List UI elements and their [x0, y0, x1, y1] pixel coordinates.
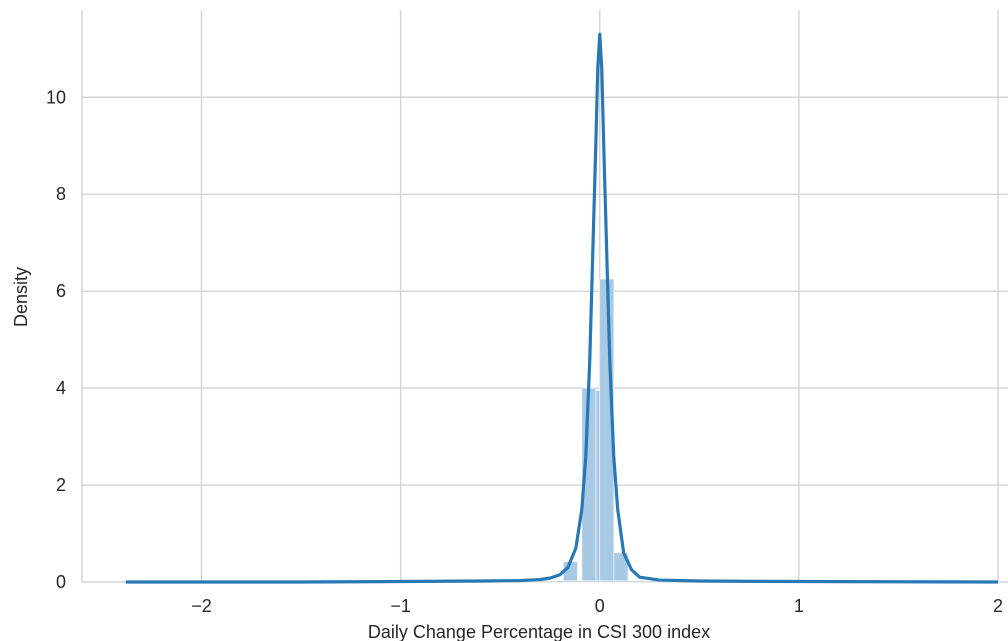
- x-tick-label: 2: [993, 596, 1003, 616]
- histogram-bars: [131, 278, 999, 583]
- x-axis-title: Daily Change Percentage in CSI 300 index: [368, 622, 710, 641]
- x-tick-label: −1: [390, 596, 411, 616]
- y-axis-title: Density: [11, 267, 31, 327]
- kde-curve: [125, 32, 999, 584]
- kde-line: [125, 32, 999, 584]
- y-tick-label: 0: [56, 572, 66, 592]
- y-tick-label: 2: [56, 475, 66, 495]
- x-tick-label: 0: [595, 596, 605, 616]
- y-axis-tick-labels: 0 2 4 6 8 10: [46, 87, 66, 592]
- x-axis-tick-labels: −2 −1 0 1 2: [191, 596, 1003, 616]
- y-tick-label: 8: [56, 184, 66, 204]
- y-tick-label: 10: [46, 87, 66, 107]
- y-tick-label: 4: [56, 378, 66, 398]
- x-tick-label: −2: [191, 596, 212, 616]
- grid-lines: [81, 10, 1008, 583]
- x-tick-label: 1: [794, 596, 804, 616]
- y-tick-label: 6: [56, 281, 66, 301]
